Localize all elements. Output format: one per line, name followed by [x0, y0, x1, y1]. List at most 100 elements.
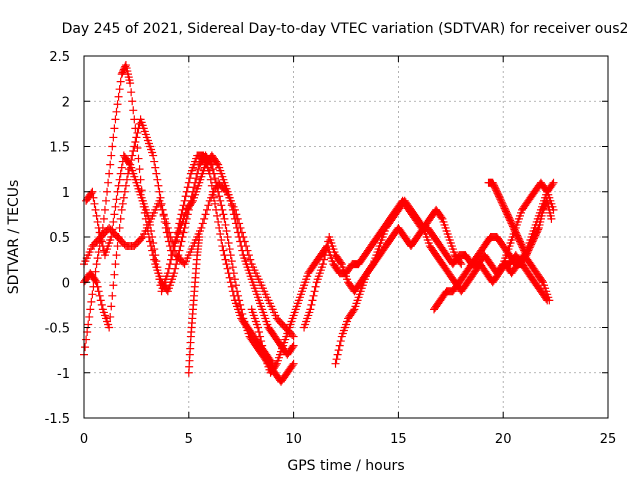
data-point [216, 229, 225, 238]
data-point [213, 159, 222, 168]
y-tick-label: 2 [62, 95, 70, 110]
y-tick-label: -0.5 [45, 322, 70, 337]
data-point [216, 196, 225, 205]
data-point [229, 210, 238, 219]
data-point [86, 305, 95, 314]
data-point [91, 267, 100, 276]
data-point [219, 246, 228, 255]
x-tick-label: 15 [390, 432, 407, 447]
data-point [94, 223, 103, 232]
data-point [289, 341, 298, 350]
data-point [99, 214, 108, 223]
series-track-5 [184, 233, 204, 377]
data-point [117, 205, 126, 214]
data-point [542, 198, 551, 207]
data-point [194, 165, 203, 174]
data-point [103, 187, 112, 196]
data-point [197, 223, 206, 232]
data-point [217, 201, 226, 210]
data-point [81, 343, 90, 352]
data-point [542, 294, 551, 303]
series-track-9 [430, 233, 552, 314]
data-point [162, 219, 171, 228]
data-point [129, 106, 138, 115]
data-point [96, 233, 105, 241]
data-point [185, 174, 194, 183]
data-point [205, 169, 214, 178]
data-point [548, 180, 557, 189]
data-point [155, 187, 164, 196]
data-point [213, 211, 222, 220]
data-point [107, 233, 116, 241]
data-point [308, 296, 317, 305]
data-point [106, 160, 115, 169]
data-point [117, 163, 126, 172]
data-point [154, 269, 163, 278]
data-point [549, 178, 558, 187]
data-point [113, 187, 122, 196]
series-track-3 [80, 115, 277, 368]
data-point [159, 211, 168, 220]
data-point [181, 192, 190, 201]
data-point [157, 199, 166, 208]
data-point [94, 287, 103, 296]
data-point [121, 62, 130, 71]
data-point [110, 124, 119, 133]
x-tick-label: 5 [185, 432, 193, 447]
data-point [129, 147, 138, 156]
data-point [318, 260, 327, 269]
data-point [116, 77, 125, 86]
data-point [222, 260, 231, 269]
data-point [267, 358, 276, 367]
data-point [110, 210, 119, 219]
data-point [93, 254, 102, 263]
data-point [161, 223, 170, 232]
data-point [137, 234, 146, 243]
data-point [208, 187, 217, 196]
data-point [97, 300, 106, 309]
data-point [132, 133, 141, 142]
data-point [112, 251, 121, 260]
data-point [105, 323, 114, 332]
x-tick-labels: 0 5 10 15 20 25 [80, 432, 616, 447]
data-point [331, 359, 340, 368]
data-point [95, 291, 104, 300]
data-point [336, 337, 345, 346]
data-point [349, 306, 358, 315]
data-point [549, 205, 558, 214]
data-point [255, 328, 264, 337]
data-point [229, 291, 238, 300]
data-point [256, 332, 265, 341]
data-point [217, 236, 226, 245]
x-tick-label: 20 [495, 432, 512, 447]
data-point [231, 281, 240, 290]
data-point [547, 214, 556, 223]
data-point [537, 276, 546, 285]
data-point [198, 219, 207, 228]
data-point [221, 255, 230, 264]
data-point [94, 248, 103, 257]
data-point [237, 242, 246, 251]
data-point [306, 305, 315, 314]
x-tick-label: 25 [600, 432, 617, 447]
data-point [133, 128, 142, 137]
data-point [258, 341, 267, 350]
data-point [220, 214, 229, 223]
data-point [288, 343, 297, 352]
data-point [319, 255, 328, 264]
data-point [206, 175, 215, 184]
data-point [116, 214, 125, 223]
data-point [109, 133, 118, 142]
data-point [89, 193, 98, 202]
data-point [226, 278, 235, 287]
data-point [310, 287, 319, 296]
data-point [114, 181, 123, 190]
data-point [200, 214, 209, 223]
data-point [150, 255, 159, 264]
data-point [228, 287, 237, 296]
data-point [311, 282, 320, 291]
data-point [109, 281, 118, 290]
data-point [121, 181, 130, 190]
data-point [87, 189, 96, 198]
data-point [87, 297, 96, 306]
